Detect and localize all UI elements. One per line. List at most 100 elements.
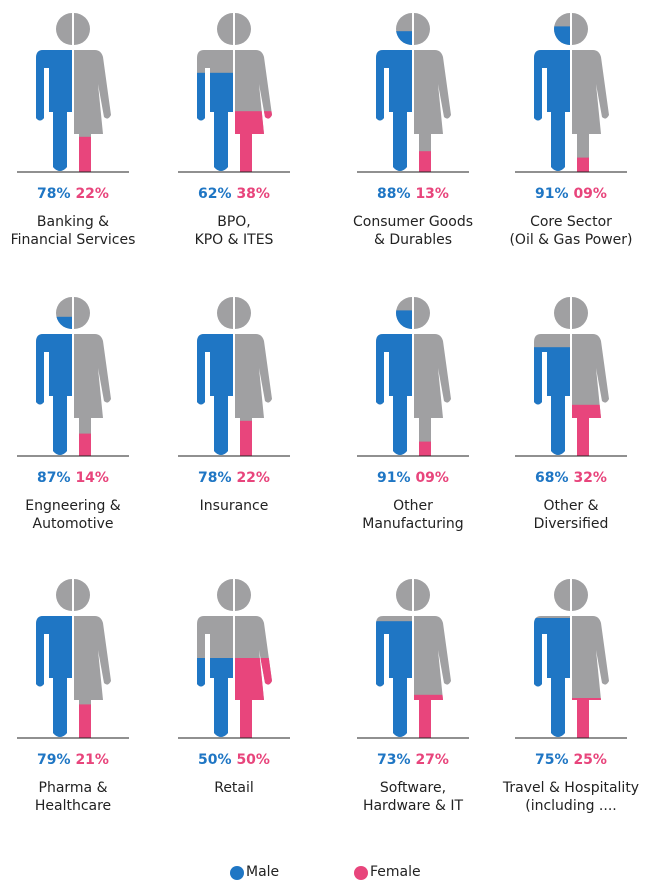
figure-half xyxy=(534,579,570,737)
fill-bar xyxy=(534,618,570,737)
value-label: 27% xyxy=(415,752,449,768)
category-label: Pharma & Healthcare xyxy=(34,780,112,814)
fill-bar xyxy=(36,316,72,455)
fill-bar xyxy=(197,72,233,171)
fill-bar xyxy=(74,704,111,738)
value-label: 32% xyxy=(573,470,607,486)
fill-bar xyxy=(235,420,272,456)
value-label: 09% xyxy=(573,186,607,202)
fill-bar xyxy=(534,347,570,455)
percent-labels: 79% 21% xyxy=(0,752,153,768)
fill-bar xyxy=(197,658,233,737)
figure-half xyxy=(414,297,451,456)
figure-half xyxy=(572,13,609,172)
category-label: Engneering & Automotive xyxy=(25,498,121,532)
fill-bar xyxy=(376,310,412,455)
category-label: Banking & Financial Services xyxy=(10,214,136,248)
fill-bar xyxy=(74,136,111,172)
figure-base xyxy=(414,13,451,172)
figure-half xyxy=(572,297,609,456)
figure-base xyxy=(572,13,609,172)
value-label: 09% xyxy=(415,470,449,486)
category-label: Core Sector (Oil & Gas Power) xyxy=(509,214,633,248)
figure-half xyxy=(36,13,72,171)
percent-labels: 78% 22% xyxy=(154,470,314,486)
percent-labels: 73% 27% xyxy=(333,752,493,768)
fill-bar xyxy=(74,433,111,456)
percent-labels: 87% 14% xyxy=(0,470,153,486)
percent-labels: 50% 50% xyxy=(154,752,314,768)
figure-half xyxy=(534,13,570,171)
figure-half xyxy=(376,13,412,171)
category-label: Consumer Goods & Durables xyxy=(353,214,473,248)
value-label: 25% xyxy=(573,752,607,768)
fill-bar xyxy=(414,694,451,738)
value-label: 22% xyxy=(236,470,270,486)
value-label: 91% xyxy=(535,186,569,202)
figure-half xyxy=(74,579,111,738)
figure-half xyxy=(414,579,451,738)
figure-half xyxy=(376,579,412,737)
fill-bar xyxy=(414,151,451,172)
value-label: 50% xyxy=(198,752,232,768)
fill-bar xyxy=(414,441,451,456)
fill-bar xyxy=(197,331,233,455)
figure-half xyxy=(74,13,111,172)
figure-half xyxy=(235,579,272,738)
fill-bar xyxy=(572,404,609,456)
value-label: 22% xyxy=(75,186,109,202)
figure-half xyxy=(197,13,233,171)
figure-half xyxy=(376,297,412,455)
value-label: 73% xyxy=(377,752,411,768)
figure-half xyxy=(414,13,451,172)
percent-labels: 91% 09% xyxy=(491,186,651,202)
percent-labels: 88% 13% xyxy=(333,186,493,202)
value-label: 21% xyxy=(75,752,109,768)
percent-labels: 78% 22% xyxy=(0,186,153,202)
value-label: 87% xyxy=(37,470,71,486)
fill-bar xyxy=(36,47,72,171)
category-label: Software, Hardware & IT xyxy=(362,780,464,814)
fill-bar xyxy=(235,658,272,738)
value-label: 79% xyxy=(37,752,71,768)
value-label: 38% xyxy=(236,186,270,202)
category-label: Other Manufacturing xyxy=(362,498,464,532)
fill-bar xyxy=(36,611,72,737)
value-label: 91% xyxy=(377,470,411,486)
legend-marker xyxy=(354,866,368,880)
value-label: 13% xyxy=(415,186,449,202)
figure-half xyxy=(235,297,272,456)
value-label: 78% xyxy=(37,186,71,202)
legend-marker xyxy=(230,866,244,880)
fill-bar xyxy=(376,621,412,737)
figure-half xyxy=(534,297,570,455)
legend-label: Male xyxy=(246,864,280,880)
figure-half xyxy=(36,579,72,737)
value-label: 78% xyxy=(198,470,232,486)
fill-bar xyxy=(572,157,609,172)
value-label: 75% xyxy=(535,752,569,768)
percent-labels: 91% 09% xyxy=(333,470,493,486)
figure-half xyxy=(572,579,609,738)
fill-bar xyxy=(235,111,272,172)
figure-base xyxy=(414,297,451,456)
category-label: Other & Diversified xyxy=(533,498,609,532)
figure-half xyxy=(197,579,233,737)
fill-bar xyxy=(376,31,412,171)
figure-half xyxy=(74,297,111,456)
category-label: BPO, KPO & ITES xyxy=(194,214,274,248)
figure-base xyxy=(74,297,111,456)
legend-label: Female xyxy=(370,864,421,880)
figure-half xyxy=(197,297,233,455)
category-label: Retail xyxy=(214,780,254,796)
figure-half xyxy=(36,297,72,455)
percent-labels: 62% 38% xyxy=(154,186,314,202)
category-label: Insurance xyxy=(199,498,269,514)
percent-labels: 75% 25% xyxy=(491,752,651,768)
category-label: Travel & Hospitality (including .... xyxy=(502,780,640,814)
value-label: 62% xyxy=(198,186,232,202)
fill-bar xyxy=(534,26,570,171)
value-label: 14% xyxy=(75,470,109,486)
